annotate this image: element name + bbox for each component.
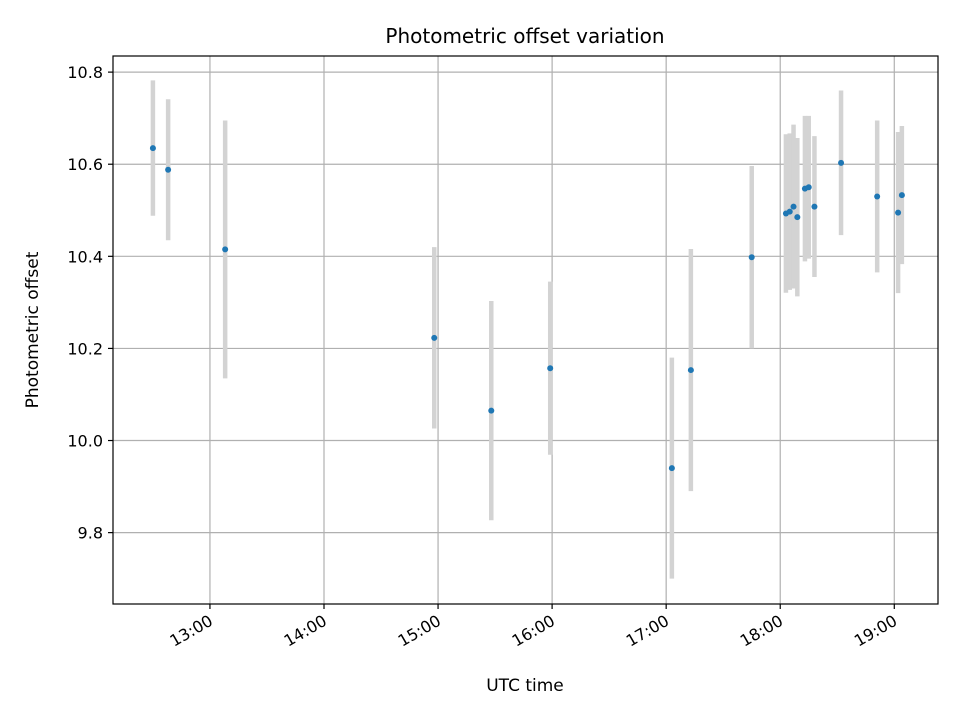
chart-title: Photometric offset variation [385, 24, 664, 48]
data-point [748, 254, 755, 261]
x-axis-title: UTC time [486, 676, 564, 696]
data-points [149, 145, 905, 472]
data-point [165, 166, 172, 173]
data-point [547, 365, 554, 372]
y-tick-label: 10.6 [67, 155, 103, 174]
y-tick-label: 10.0 [67, 432, 103, 451]
y-axis-title: Photometric offset [23, 251, 43, 408]
data-point [149, 145, 156, 152]
data-point [794, 214, 801, 221]
data-point [431, 334, 438, 341]
data-point [805, 184, 812, 191]
data-point [488, 407, 495, 414]
y-tick-label: 10.2 [67, 339, 103, 358]
data-point [895, 209, 902, 216]
y-tick-label: 9.8 [78, 524, 103, 543]
data-point [222, 246, 229, 253]
plot-frame [112, 55, 939, 605]
data-point [668, 465, 675, 472]
y-tick-label: 10.8 [67, 63, 103, 82]
gridlines [113, 56, 938, 604]
data-point [874, 193, 881, 200]
data-point [838, 159, 845, 166]
data-point [898, 192, 905, 199]
data-point [786, 208, 793, 215]
data-point [687, 367, 694, 374]
y-axis: 9.8 10.0 10.2 10.4 10.6 10.8 [67, 63, 113, 543]
y-tick-label: 10.4 [67, 247, 103, 266]
data-point [811, 203, 818, 210]
data-point [790, 203, 797, 210]
